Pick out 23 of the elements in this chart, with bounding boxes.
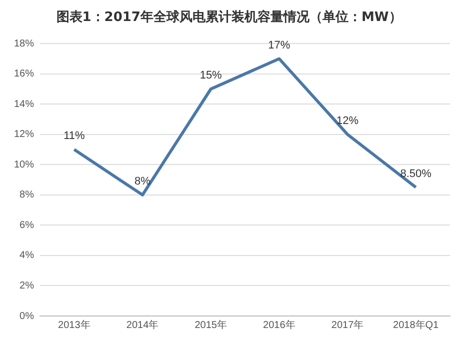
text: 8% bbox=[134, 175, 150, 188]
y-tick-label: 16% bbox=[14, 68, 34, 80]
y-tick-label: 8% bbox=[20, 190, 34, 201]
y-tick-label: 18% bbox=[14, 38, 34, 50]
x-tick-label: 2016年 bbox=[263, 318, 296, 331]
x-tick-label: 2015年 bbox=[194, 318, 227, 331]
x-tick-label: 2014年 bbox=[126, 318, 159, 331]
x-tick-label: 2018年Q1 bbox=[393, 318, 440, 331]
text: 8.50% bbox=[400, 168, 432, 180]
y-tick-label: 0% bbox=[20, 310, 34, 322]
y-tick-label: 6% bbox=[20, 220, 34, 231]
y-tick-label: 14% bbox=[14, 98, 34, 110]
chart-title: 图表1：2017年全球风电累计装机容量情况（单位：MW） bbox=[56, 9, 402, 26]
text: 15% bbox=[200, 70, 222, 82]
text: 17% bbox=[268, 39, 290, 52]
x-tick-label: 2017年 bbox=[331, 318, 364, 331]
text: 11% bbox=[64, 130, 85, 142]
y-tick-label: 12% bbox=[14, 129, 34, 140]
text: 12% bbox=[336, 114, 359, 127]
y-tick-label: 2% bbox=[20, 280, 34, 292]
y-tick-label: 10% bbox=[14, 159, 34, 170]
x-tick-label: 2013年 bbox=[58, 318, 90, 331]
y-tick-label: 4% bbox=[20, 250, 34, 262]
